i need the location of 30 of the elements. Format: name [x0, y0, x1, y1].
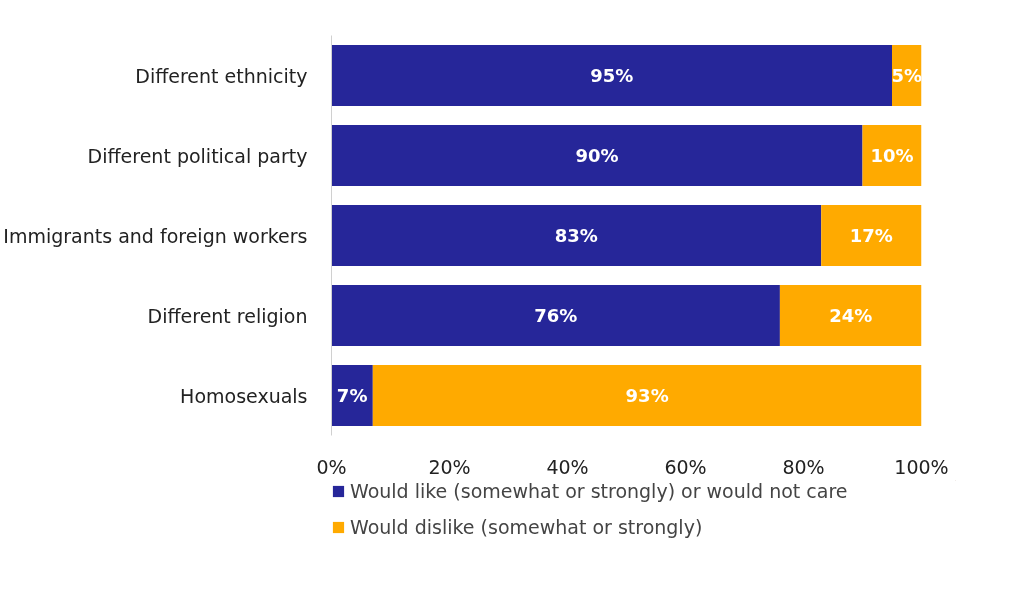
bar	[331, 285, 780, 346]
data-label: 24%	[829, 305, 873, 326]
bar	[331, 205, 822, 266]
data-label: 93%	[625, 385, 669, 406]
data-label: 95%	[590, 65, 634, 86]
y-tick-label: Different religion	[147, 304, 308, 327]
bar	[331, 125, 863, 186]
y-tick-label: Homosexuals	[180, 384, 308, 407]
y-tick-label: Different political party	[87, 144, 308, 167]
x-tick-label: 0%	[316, 455, 347, 478]
legend-label: Would dislike (somewhat or strongly)	[350, 516, 703, 538]
y-tick-label: Different ethnicity	[135, 64, 308, 87]
data-label: 83%	[554, 225, 598, 246]
bar	[372, 365, 922, 426]
bar	[821, 205, 922, 266]
bar	[331, 45, 892, 106]
y-tick-label: Immigrants and foreign workers	[3, 224, 308, 247]
legend-label: Would like (somewhat or strongly) or would not care	[350, 480, 848, 502]
bar	[331, 365, 373, 426]
x-tick-label: 40%	[546, 455, 589, 478]
x-tick-label: 60%	[664, 455, 707, 478]
bar	[779, 285, 922, 346]
x-tick-label: 100%	[894, 455, 949, 478]
data-label: 76%	[534, 305, 578, 326]
data-label: 10%	[870, 145, 914, 166]
data-label: 7%	[336, 385, 368, 406]
data-label: 90%	[575, 145, 619, 166]
x-tick-label: 20%	[428, 455, 471, 478]
data-label: 17%	[849, 225, 893, 246]
x-tick-label: 80%	[782, 455, 825, 478]
